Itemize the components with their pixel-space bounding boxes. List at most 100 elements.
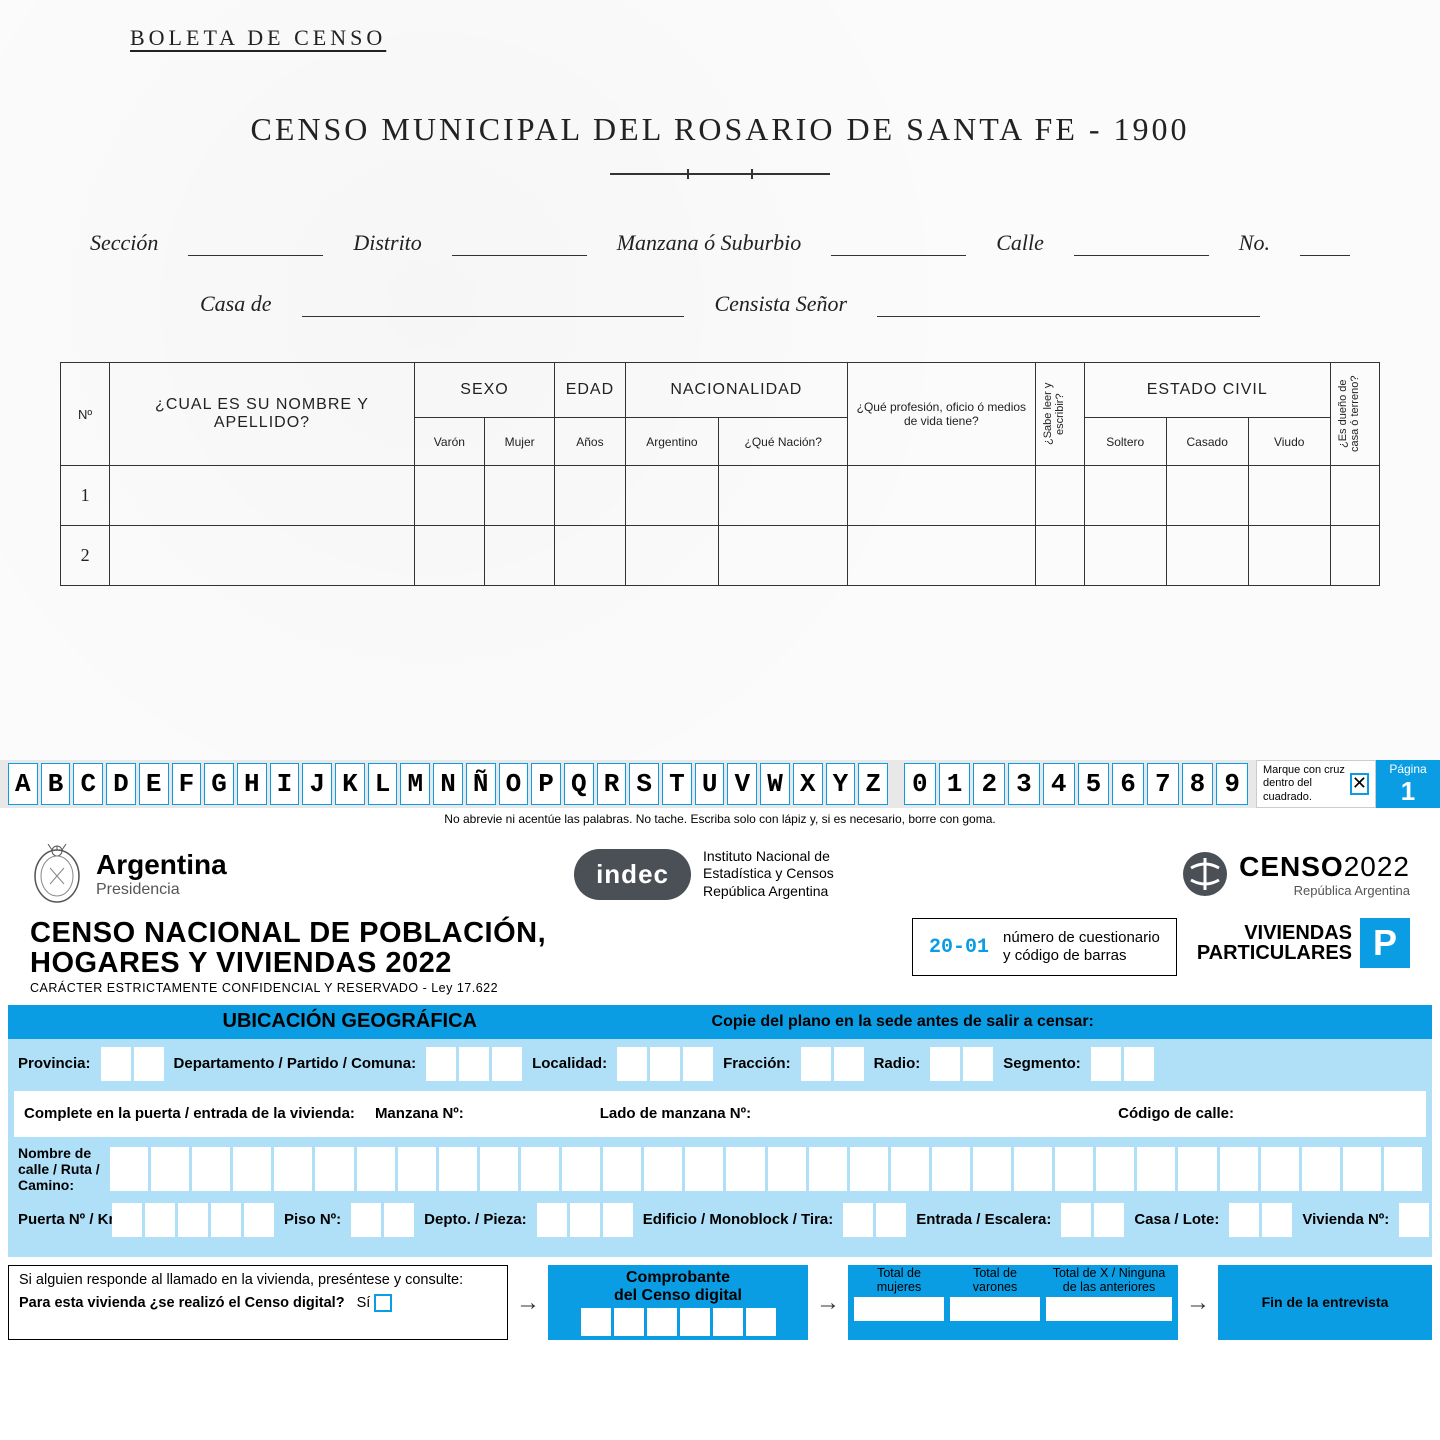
argentina-logo-block: Argentina Presidencia — [30, 844, 227, 904]
input-boxes[interactable] — [1061, 1203, 1124, 1237]
checkbox-icon — [374, 1294, 392, 1312]
option-si[interactable]: Sí — [357, 1294, 393, 1312]
input-box[interactable] — [1302, 1147, 1340, 1191]
input-box[interactable] — [932, 1147, 970, 1191]
guide-cell: E — [139, 763, 169, 805]
input-boxes[interactable] — [101, 1047, 164, 1081]
input-box[interactable] — [854, 1297, 944, 1321]
input-box[interactable] — [480, 1147, 518, 1191]
input-box[interactable] — [357, 1147, 395, 1191]
input-box[interactable] — [521, 1147, 559, 1191]
input-boxes[interactable] — [537, 1203, 633, 1237]
geo-row-1: Provincia: Departamento / Partido / Comu… — [18, 1047, 1422, 1081]
page-label: Página — [1389, 762, 1426, 776]
street-input-boxes[interactable] — [110, 1147, 1422, 1191]
input-box[interactable] — [233, 1147, 271, 1191]
arrow-icon: → — [814, 1289, 842, 1317]
col-civil-status: ESTADO CIVIL — [1084, 363, 1330, 418]
input-box[interactable] — [1014, 1147, 1052, 1191]
input-boxes[interactable] — [112, 1203, 274, 1237]
guide-cell: D — [106, 763, 136, 805]
input-box[interactable] — [1178, 1147, 1216, 1191]
main-title-line: CENSO NACIONAL DE POBLACIÓN, — [30, 917, 546, 949]
field-blank[interactable] — [877, 316, 1260, 317]
input-box[interactable] — [1220, 1147, 1258, 1191]
input-box[interactable] — [1261, 1147, 1299, 1191]
field-label: Calle — [996, 230, 1044, 256]
field-blank[interactable] — [302, 316, 685, 317]
viviendas-block: VIVIENDASPARTICULARES P — [1197, 918, 1410, 968]
input-box[interactable] — [891, 1147, 929, 1191]
input-box[interactable] — [644, 1147, 682, 1191]
guide-digits: 0123456789 — [896, 760, 1256, 808]
comprobante-block: Comprobantedel Censo digital — [548, 1265, 808, 1340]
input-box[interactable] — [1096, 1147, 1134, 1191]
arrow-icon: → — [1184, 1289, 1212, 1317]
input-boxes[interactable] — [771, 1097, 834, 1131]
input-box[interactable] — [1384, 1147, 1422, 1191]
label-codcalle: Código de calle: — [1118, 1105, 1234, 1122]
input-boxes[interactable] — [617, 1047, 713, 1081]
input-box[interactable] — [973, 1147, 1011, 1191]
input-boxes[interactable] — [351, 1203, 414, 1237]
input-box[interactable] — [685, 1147, 723, 1191]
field-blank[interactable] — [452, 255, 587, 256]
guide-cell: 2 — [973, 763, 1005, 805]
input-boxes[interactable] — [484, 1097, 580, 1131]
input-box[interactable] — [603, 1147, 641, 1191]
input-box[interactable] — [850, 1147, 888, 1191]
input-boxes[interactable] — [843, 1203, 906, 1237]
input-box[interactable] — [1046, 1297, 1172, 1321]
input-boxes[interactable] — [426, 1047, 522, 1081]
historic-census-form: BOLETA DE CENSO CENSO MUNICIPAL DEL ROSA… — [0, 0, 1440, 760]
input-box[interactable] — [1055, 1147, 1093, 1191]
viviendas-p-badge: P — [1360, 918, 1410, 968]
field-blank[interactable] — [188, 255, 323, 256]
historic-title: CENSO MUNICIPAL DEL ROSARIO DE SANTA FE … — [60, 111, 1380, 148]
label-depto: Departamento / Partido / Comuna: — [174, 1055, 417, 1072]
input-boxes[interactable] — [1254, 1097, 1416, 1131]
input-box[interactable] — [1137, 1147, 1175, 1191]
col-civil-widow: Viudo — [1248, 418, 1330, 466]
guide-cell: T — [662, 763, 692, 805]
questionnaire-code: 20-01 — [929, 936, 989, 959]
field-blank[interactable] — [1300, 255, 1350, 256]
logo-row: Argentina Presidencia indec Instituto Na… — [0, 836, 1440, 918]
input-boxes[interactable] — [930, 1047, 993, 1081]
input-box[interactable] — [768, 1147, 806, 1191]
input-box[interactable] — [398, 1147, 436, 1191]
col-name: ¿CUAL ES SU NOMBRE Y APELLIDO? — [110, 363, 415, 466]
label-edificio: Edificio / Monoblock / Tira: — [643, 1212, 834, 1229]
input-boxes[interactable] — [1229, 1203, 1292, 1237]
input-box[interactable] — [950, 1297, 1040, 1321]
input-box[interactable] — [1343, 1147, 1381, 1191]
handwriting-guide-row: ABCDEFGHIJKLMNÑOPQRSTUVWXYZ 0123456789 M… — [0, 760, 1440, 808]
field-blank[interactable] — [1074, 255, 1209, 256]
input-box[interactable] — [562, 1147, 600, 1191]
label-street: Nombre de calle / Ruta / Camino: — [18, 1145, 102, 1193]
label-depto-pieza: Depto. / Pieza: — [424, 1212, 527, 1229]
col-age-years: Años — [555, 418, 625, 466]
label-manzana: Manzana Nº: — [375, 1105, 464, 1122]
label-entrada: Entrada / Escalera: — [916, 1212, 1051, 1229]
label-vivienda: Vivienda Nº: — [1302, 1212, 1389, 1229]
input-box[interactable] — [274, 1147, 312, 1191]
label-radio: Radio: — [874, 1055, 921, 1072]
input-box[interactable] — [315, 1147, 353, 1191]
field-blank[interactable] — [831, 255, 966, 256]
input-boxes[interactable] — [1399, 1203, 1440, 1237]
input-boxes[interactable] — [1091, 1047, 1154, 1081]
input-boxes[interactable] — [801, 1047, 864, 1081]
input-box[interactable] — [110, 1147, 148, 1191]
questionnaire-code-box: 20-01 número de cuestionarioy código de … — [912, 918, 1177, 976]
input-box[interactable] — [439, 1147, 477, 1191]
input-box[interactable] — [809, 1147, 847, 1191]
input-box[interactable] — [192, 1147, 230, 1191]
input-box[interactable] — [151, 1147, 189, 1191]
input-boxes[interactable] — [581, 1308, 776, 1336]
input-box[interactable] — [726, 1147, 764, 1191]
totals-block: Total de mujeres Total de varones Total … — [848, 1265, 1178, 1340]
table-row: 1 — [61, 466, 1380, 526]
guide-cell: F — [172, 763, 202, 805]
guide-cell: R — [597, 763, 627, 805]
